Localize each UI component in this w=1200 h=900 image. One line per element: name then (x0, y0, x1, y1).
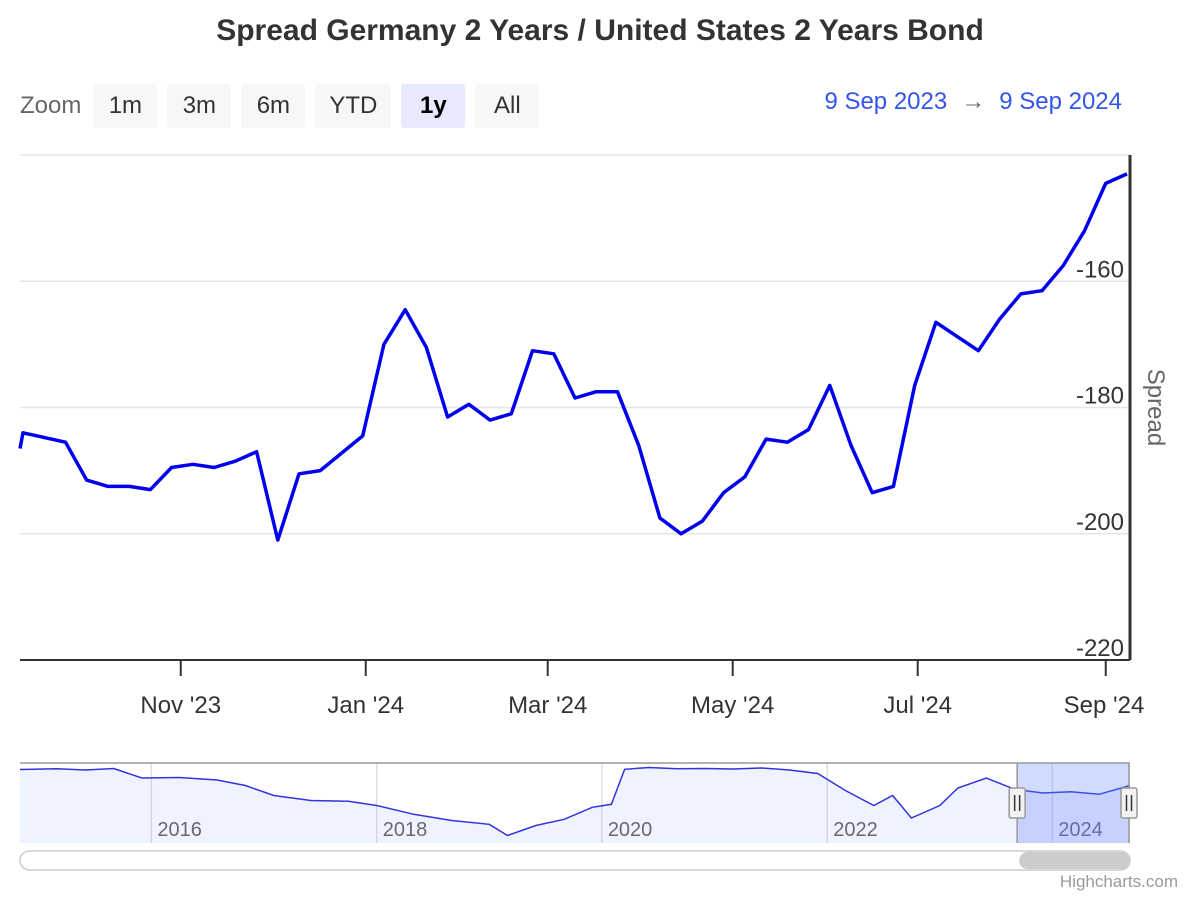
navigator-series (19, 766, 1131, 837)
navigator-selection[interactable] (1017, 763, 1130, 843)
y-tick-label: -220 (1076, 635, 1124, 662)
navigator-tick-label: 2016 (157, 819, 202, 841)
credits-link[interactable]: Highcharts.com (1059, 872, 1178, 891)
range-from-input[interactable]: 9 Sep 2023 (824, 88, 948, 115)
range-arrow-icon: → (961, 88, 986, 115)
y-axis-title: Spread (1142, 369, 1169, 446)
plot-series (18, 172, 1128, 542)
x-tick-label: Sep '24 (1064, 692, 1145, 719)
scrollbar-track[interactable] (19, 850, 1131, 871)
x-tick-label: Mar '24 (508, 692, 587, 719)
x-tick-label: May '24 (691, 692, 774, 719)
zoom-bar: Zoom 1m 3m 6m YTD 1y All (20, 84, 549, 128)
navigator-handle-right[interactable] (1120, 787, 1138, 819)
zoom-ytd-button[interactable]: YTD (315, 84, 392, 128)
zoom-3m-button[interactable]: 3m (167, 84, 232, 128)
navigator-handle-left[interactable] (1008, 787, 1026, 819)
zoom-1y-button[interactable]: 1y (401, 84, 466, 128)
navigator-tick-label: 2020 (608, 819, 653, 841)
chart-title: Spread Germany 2 Years / United States 2… (216, 14, 984, 47)
range-to-input[interactable]: 9 Sep 2024 (999, 88, 1122, 115)
zoom-all-button[interactable]: All (475, 84, 540, 128)
navigator-area (20, 767, 1130, 843)
series-line[interactable] (18, 172, 1128, 542)
navigator-tick-label: 2024 (1058, 819, 1103, 841)
zoom-1m-button[interactable]: 1m (93, 84, 158, 128)
navigator[interactable]: 2016 2018 2020 2022 2024 (19, 762, 1138, 843)
y-grid (20, 154, 1130, 535)
y-tick-label: -180 (1076, 383, 1124, 410)
y-tick-label: -160 (1076, 256, 1124, 283)
scrollbar[interactable] (19, 850, 1131, 871)
y-tick-label: -200 (1076, 509, 1124, 536)
zoom-label: Zoom (20, 92, 82, 119)
x-tick-label: Jan '24 (327, 692, 404, 719)
scrollbar-thumb[interactable] (1019, 852, 1130, 869)
date-range-display: 9 Sep 2023 → 9 Sep 2024 (824, 88, 1122, 116)
x-tick-label: Jul '24 (883, 692, 952, 719)
navigator-tick-label: 2018 (383, 819, 428, 841)
zoom-6m-button[interactable]: 6m (241, 84, 306, 128)
x-tick-label: Nov '23 (140, 692, 221, 719)
x-axis: Nov '23 Jan '24 Mar '24 May '24 Jul '24 Sep '… (20, 659, 1145, 719)
y-axis: -160 -180 -200 -220 Spread (1076, 155, 1169, 662)
navigator-tick-label: 2022 (833, 819, 878, 841)
